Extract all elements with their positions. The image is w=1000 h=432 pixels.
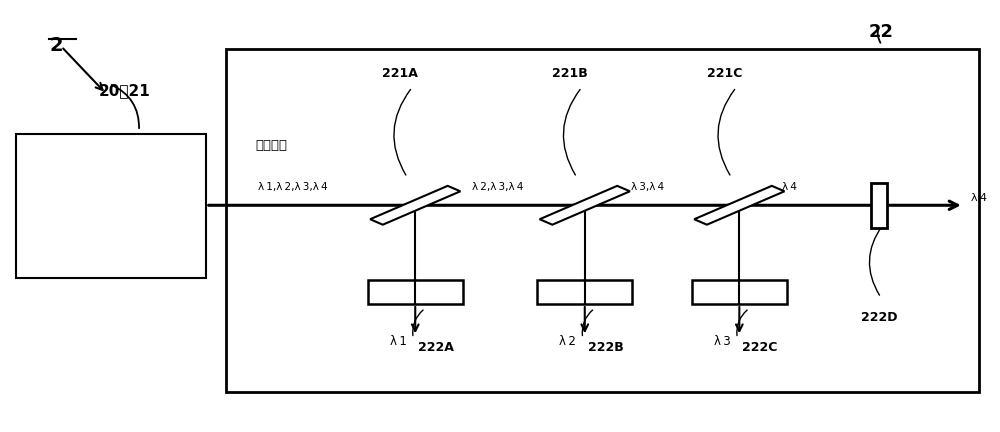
Polygon shape [540,186,630,225]
Text: 拉曼信号: 拉曼信号 [256,140,288,152]
Text: 221C: 221C [707,67,742,79]
Text: 2: 2 [49,36,63,55]
Text: 学部（望远镜、光圈）: 学部（望远镜、光圈） [74,232,149,245]
Bar [537,280,632,304]
Bar [16,134,206,278]
Text: 222B: 222B [588,341,624,354]
Text: λ 2,λ 3,λ 4: λ 2,λ 3,λ 4 [472,182,524,192]
Text: λ 4: λ 4 [782,182,797,192]
Bar [368,280,463,304]
Text: 22: 22 [869,23,894,41]
Text: λ 3,λ 4: λ 3,λ 4 [631,182,664,192]
Text: 20、21: 20、21 [99,83,151,98]
Text: 222D: 222D [861,311,897,324]
Text: 拉曼信号接收光光: 拉曼信号接收光光 [81,171,141,184]
Bar [871,183,887,228]
Text: 222C: 222C [742,341,778,354]
Text: 221A: 221A [382,67,418,79]
Polygon shape [694,186,784,225]
Bar [226,49,979,392]
Text: λ 4: λ 4 [971,193,987,203]
Polygon shape [370,186,460,225]
Text: λ 2: λ 2 [559,335,576,348]
Text: λ 3: λ 3 [714,335,731,348]
Text: λ 1: λ 1 [390,335,407,348]
Text: 221B: 221B [552,67,588,79]
Text: 222A: 222A [418,341,454,354]
Bar [692,280,787,304]
Text: λ 1,λ 2,λ 3,λ 4: λ 1,λ 2,λ 3,λ 4 [258,182,327,192]
